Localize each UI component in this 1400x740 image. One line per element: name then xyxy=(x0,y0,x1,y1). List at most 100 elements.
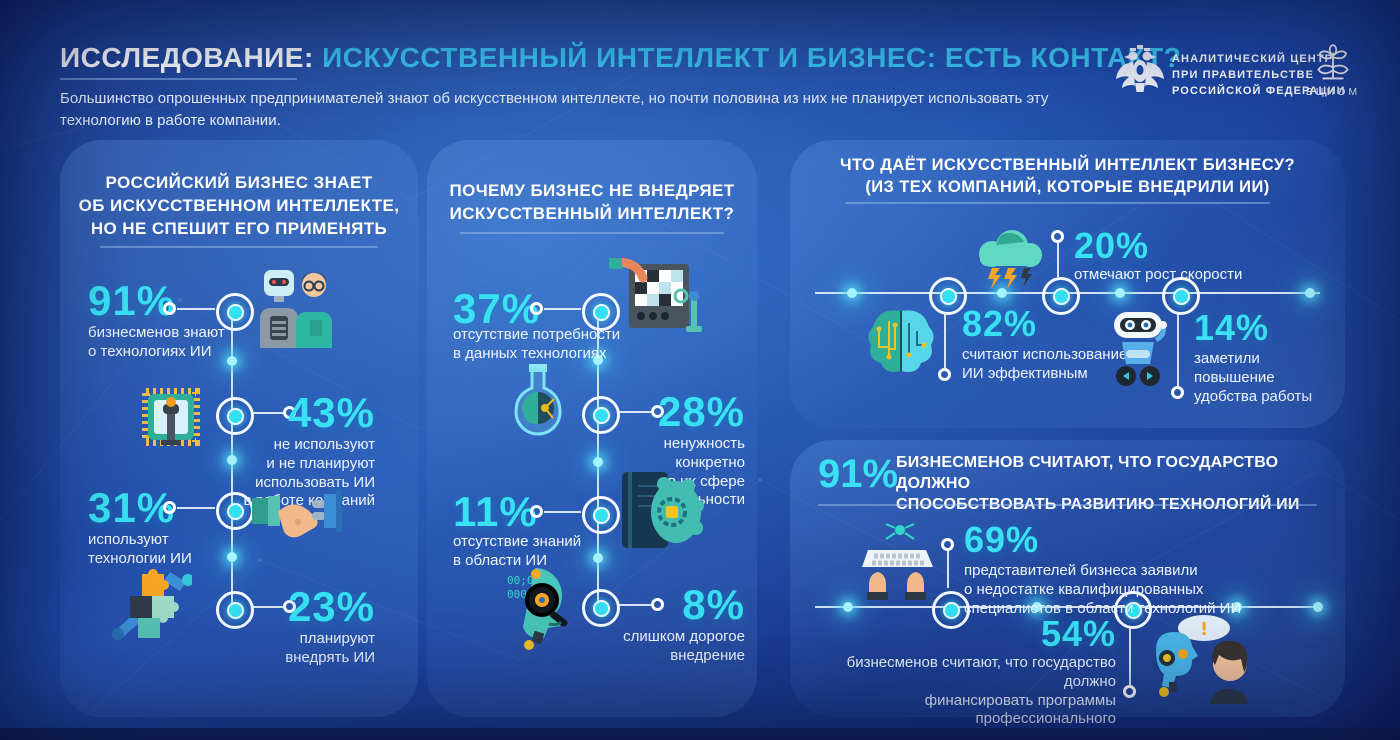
stat-value: 31% xyxy=(88,484,176,531)
svg-text:00;0: 00;0 xyxy=(507,574,534,587)
robot-arms-puzzle-icon xyxy=(112,568,192,646)
glow-dot xyxy=(1115,288,1125,298)
timeline-node xyxy=(216,591,254,629)
connector-line xyxy=(251,606,283,608)
headline-value: 91% xyxy=(818,452,899,496)
circuit-brain-icon xyxy=(865,305,937,380)
chessboard-robot-arm-icon xyxy=(607,258,702,348)
glow-dot xyxy=(227,356,237,366)
stat-value: 20% xyxy=(1074,225,1150,266)
glow-dot xyxy=(593,553,603,563)
panel-divider xyxy=(100,246,378,248)
connector-ring xyxy=(941,538,954,551)
panel-benefits: ЧТО ДАЁТ ИСКУССТВЕННЫЙ ИНТЕЛЛЕКТ БИЗНЕСУ… xyxy=(790,140,1345,428)
connector-line xyxy=(617,411,651,413)
timeline-node xyxy=(1114,591,1152,629)
storm-cloud-lightning-icon xyxy=(970,228,1048,290)
stat-value: 43% xyxy=(287,389,375,436)
timeline-node xyxy=(582,396,620,434)
stat-block: 23% планируют внедрять ИИ xyxy=(238,586,375,668)
stat-label: отсутствие знаний в области ИИ xyxy=(453,533,582,569)
glow-dot xyxy=(593,355,603,365)
connector-ring xyxy=(1123,685,1136,698)
connector-line xyxy=(177,507,215,509)
panel-awareness-title: РОССИЙСКИЙ БИЗНЕС ЗНАЕТ ОБ ИСКУССТВЕННОМ… xyxy=(78,173,400,238)
timeline-node xyxy=(932,591,970,629)
glow-dot xyxy=(997,288,1007,298)
panel-state: 91% БИЗНЕСМЕНОВ СЧИТАЮТ, ЧТО ГОСУДАРСТВО… xyxy=(790,440,1345,740)
stat-value: 91% xyxy=(88,277,176,324)
connector-line xyxy=(1057,243,1059,277)
timeline-node xyxy=(1042,277,1080,315)
connector-ring xyxy=(283,600,296,613)
connector-line xyxy=(947,551,949,588)
page-title-prefix: ИССЛЕДОВАНИЕ: xyxy=(60,42,323,73)
connector-ring xyxy=(163,501,176,514)
stat-value: 69% xyxy=(964,519,1040,560)
timeline-node xyxy=(582,589,620,627)
connector-line xyxy=(1177,312,1179,387)
stat-value: 11% xyxy=(453,488,538,535)
connector-line xyxy=(544,511,581,513)
glow-dot xyxy=(227,455,237,465)
connector-ring xyxy=(938,368,951,381)
connector-line xyxy=(944,312,946,369)
timeline-line xyxy=(815,606,1320,608)
glow-dot xyxy=(1032,602,1042,612)
svg-text:!: ! xyxy=(1200,619,1208,640)
robot-head-magnifier-icon: 00;0 0001 xyxy=(505,560,590,650)
human-robot-handshake-icon xyxy=(252,482,342,542)
glow-dot xyxy=(1232,602,1242,612)
stat-block: 8% слишком дорогое внедрение xyxy=(597,584,745,666)
stat-label: используют технологии ИИ xyxy=(88,531,192,567)
connector-line xyxy=(177,308,215,310)
connector-line xyxy=(1129,626,1131,686)
panel-benefits-title: ЧТО ДАЁТ ИСКУССТВЕННЫЙ ИНТЕЛЛЕКТ БИЗНЕСУ… xyxy=(839,156,1295,197)
connector-ring xyxy=(530,302,543,315)
vciom-label: ВЦИОМ xyxy=(1305,86,1361,98)
glow-dot xyxy=(1305,288,1315,298)
timeline-node xyxy=(1162,277,1200,315)
stat-label: представителей бизнеса заявили о недоста… xyxy=(964,562,1242,617)
hands-keyboard-icon xyxy=(862,522,937,600)
glow-dot xyxy=(1313,602,1323,612)
headline-text: БИЗНЕСМЕНОВ СЧИТАЮТ, ЧТО ГОСУДАРСТВО ДОЛ… xyxy=(896,454,1300,513)
connector-ring xyxy=(163,302,176,315)
stat-label: планируют внедрять ИИ xyxy=(285,630,375,666)
connector-ring xyxy=(1051,230,1064,243)
vciom-plant-icon xyxy=(1307,42,1359,84)
timeline-node xyxy=(929,277,967,315)
book-brain-gear-icon xyxy=(612,468,707,556)
stat-label: бизнесменов знают о технологиях ИИ xyxy=(88,324,225,360)
page-title: ИССЛЕДОВАНИЕ: ИСКУССТВЕННЫЙ ИНТЕЛЛЕКТ И … xyxy=(60,42,1181,74)
stat-value: 37% xyxy=(453,285,541,332)
connector-ring xyxy=(651,405,664,418)
stat-value: 82% xyxy=(962,303,1038,344)
vciom-logo: ВЦИОМ xyxy=(1298,42,1368,98)
connector-ring xyxy=(651,598,664,611)
glow-dot xyxy=(847,288,857,298)
page-subtitle: Большинство опрошенных предпринимателей … xyxy=(60,90,1049,129)
robot-and-businessman-icon xyxy=(252,268,338,350)
glow-dot xyxy=(227,552,237,562)
robot-human-dialogue-icon: ! xyxy=(1142,612,1257,704)
page-title-accent: ИСКУССТВЕННЫЙ ИНТЕЛЛЕКТ И БИЗНЕС: ЕСТЬ К… xyxy=(322,42,1182,73)
panel-barriers-title: ПОЧЕМУ БИЗНЕС НЕ ВНЕДРЯЕТ ИСКУССТВЕННЫЙ … xyxy=(449,181,735,223)
timeline-node xyxy=(582,496,620,534)
panel-barriers: ПОЧЕМУ БИЗНЕС НЕ ВНЕДРЯЕТ ИСКУССТВЕННЫЙ … xyxy=(427,140,757,717)
russian-coat-of-arms-icon xyxy=(1116,44,1164,96)
stat-label: отсутствие потребности в данных технолог… xyxy=(453,326,621,362)
connector-ring xyxy=(1171,386,1184,399)
timeline-node xyxy=(216,397,254,435)
panel-awareness: РОССИЙСКИЙ БИЗНЕС ЗНАЕТ ОБ ИСКУССТВЕННОМ… xyxy=(60,140,418,717)
stat-label: заметили повышение удобства работы xyxy=(1194,350,1313,405)
stat-value: 8% xyxy=(682,581,745,628)
connector-line xyxy=(251,412,283,414)
panel-divider xyxy=(460,232,724,234)
connector-ring xyxy=(530,505,543,518)
stat-value: 28% xyxy=(657,388,745,435)
stat-label: отмечают рост скорости xyxy=(1074,266,1243,283)
stat-value: 23% xyxy=(287,583,375,630)
timeline-node xyxy=(582,293,620,331)
